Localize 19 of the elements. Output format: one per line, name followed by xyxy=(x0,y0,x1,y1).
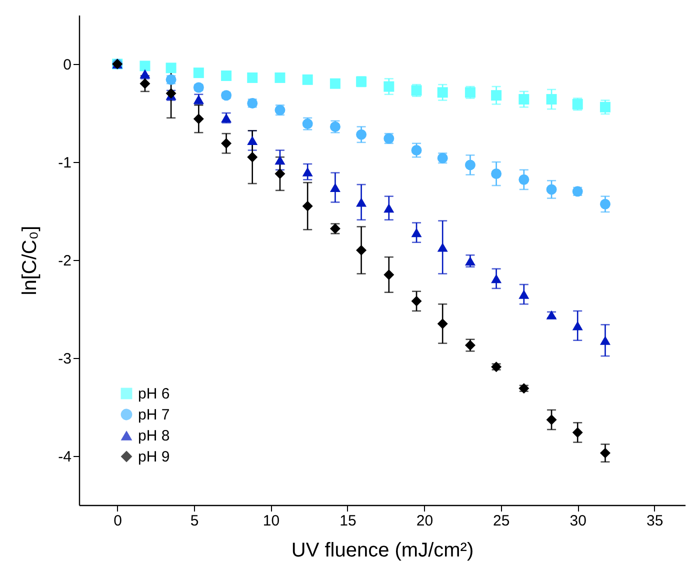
y-tick-label: -2 xyxy=(58,252,72,270)
x-tick-label: 15 xyxy=(340,512,356,530)
x-tick-label: 25 xyxy=(493,512,510,530)
x-tick-label: 30 xyxy=(570,512,586,530)
legend-label: pH 7 xyxy=(138,406,170,424)
x-tick-label: 35 xyxy=(646,512,664,530)
x-tick-label: 10 xyxy=(262,512,280,530)
y-tick-label: -3 xyxy=(58,350,72,368)
legend-label: pH 8 xyxy=(138,428,170,444)
x-axis-title: UV fluence (mJ/cm²) xyxy=(291,540,474,562)
legend-label: pH 9 xyxy=(138,448,170,466)
x-tick-label: 20 xyxy=(416,512,434,530)
y-axis-title: ln[C/C₀] xyxy=(19,226,42,296)
legend-label: pH 6 xyxy=(138,386,170,402)
x-tick-label: 5 xyxy=(190,512,199,530)
x-tick-label: 0 xyxy=(114,512,122,530)
y-tick-label: -1 xyxy=(58,154,72,172)
y-tick-label: 0 xyxy=(63,56,72,74)
y-tick-label: -4 xyxy=(58,448,72,466)
